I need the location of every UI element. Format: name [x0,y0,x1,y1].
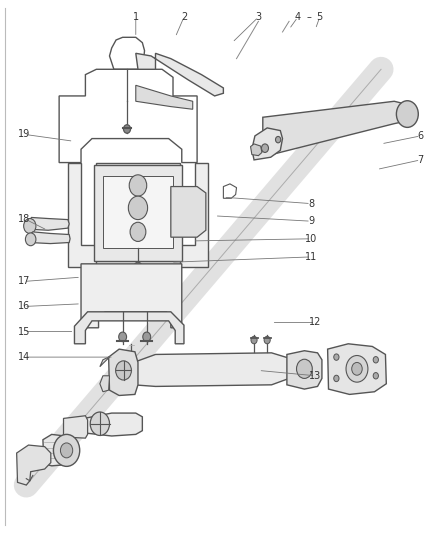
Circle shape [264,336,270,344]
Polygon shape [251,144,262,156]
Polygon shape [103,176,173,248]
Circle shape [134,262,142,273]
Polygon shape [43,434,71,466]
Text: 11: 11 [305,252,317,262]
Text: 17: 17 [18,277,30,286]
Polygon shape [94,165,182,261]
Text: 19: 19 [18,130,30,139]
Text: 12: 12 [309,318,321,327]
Polygon shape [100,376,110,392]
Polygon shape [136,53,223,96]
Polygon shape [328,344,386,394]
Text: 16: 16 [18,302,30,311]
Circle shape [124,125,131,133]
Polygon shape [100,357,110,367]
Circle shape [119,332,127,342]
Text: 10: 10 [305,234,317,244]
Text: 5: 5 [317,12,323,22]
Text: 3: 3 [255,12,261,22]
Circle shape [127,359,135,368]
Circle shape [352,362,362,375]
Circle shape [251,336,257,344]
Polygon shape [81,264,182,328]
Text: 8: 8 [308,199,314,208]
Circle shape [60,443,73,458]
Text: 1: 1 [133,12,139,22]
Text: 18: 18 [18,214,30,223]
Text: 13: 13 [309,371,321,381]
Circle shape [334,375,339,382]
Polygon shape [74,312,184,344]
Circle shape [53,434,80,466]
Polygon shape [28,232,70,244]
Circle shape [116,361,131,380]
Text: 15: 15 [18,327,30,336]
Polygon shape [134,353,289,386]
Circle shape [90,412,110,435]
Circle shape [261,144,268,152]
Circle shape [346,356,368,382]
Polygon shape [136,85,193,109]
Polygon shape [64,416,88,438]
Polygon shape [252,128,283,160]
Circle shape [373,357,378,363]
Text: 4: 4 [295,12,301,22]
Polygon shape [263,101,412,155]
Circle shape [130,222,146,241]
Polygon shape [68,163,208,266]
Circle shape [24,219,36,233]
Text: 14: 14 [18,352,30,362]
Circle shape [297,359,312,378]
Circle shape [373,373,378,379]
Text: 9: 9 [308,216,314,226]
Polygon shape [109,349,138,395]
Polygon shape [27,217,69,230]
Circle shape [25,233,36,246]
Circle shape [276,136,281,143]
Circle shape [128,196,148,220]
Polygon shape [287,351,322,389]
Polygon shape [171,187,206,237]
Circle shape [143,332,151,342]
Polygon shape [17,445,51,485]
Circle shape [396,101,418,127]
Text: 2: 2 [181,12,187,22]
Text: 7: 7 [417,155,424,165]
Circle shape [129,175,147,196]
Text: –: – [306,12,311,22]
Polygon shape [83,413,142,436]
Circle shape [334,354,339,360]
Text: 6: 6 [417,131,424,141]
